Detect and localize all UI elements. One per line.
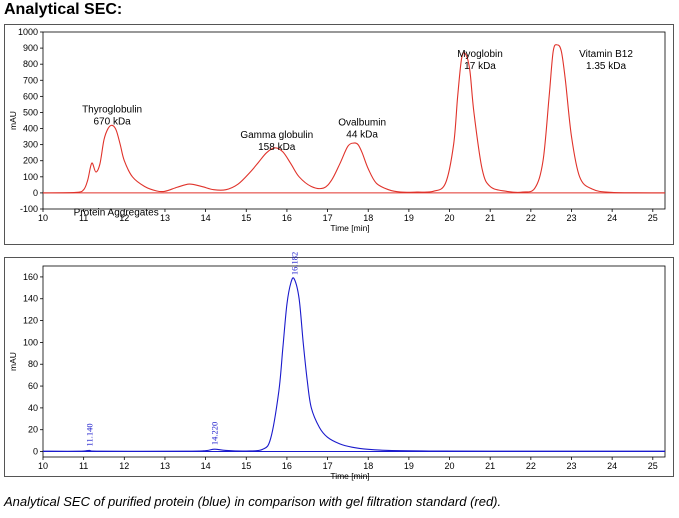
x-tick-label: 21 — [485, 461, 495, 471]
x-tick-label: 18 — [363, 461, 373, 471]
x-tick-label: 19 — [404, 461, 414, 471]
y-tick-label: 120 — [23, 316, 38, 326]
x-tick-label: 17 — [323, 213, 333, 223]
x-tick-label: 21 — [485, 213, 495, 223]
peak-annotation: Myoglobin 17 kDa — [457, 49, 503, 72]
y-tick-label: 100 — [23, 172, 38, 182]
y-tick-label: 40 — [28, 403, 38, 413]
x-tick-label: 24 — [607, 213, 617, 223]
plot-frame — [42, 265, 666, 458]
x-tick-label: 13 — [160, 461, 170, 471]
x-axis-title: Time [min] — [330, 223, 369, 233]
x-tick-label: 10 — [38, 461, 48, 471]
peak-annotation: Ovalbumin 44 kDa — [338, 117, 386, 140]
x-tick-label: 22 — [526, 461, 536, 471]
peak-retention-label: 14.220 — [210, 422, 220, 445]
sample-chromatogram-chart: 0 20 40 60 80 100 120 140 160 10 11 12 13 14 15 16 17 18 1… — [8, 252, 666, 481]
annotation-line: 17 kDa — [464, 61, 496, 72]
x-tick-label: 16 — [282, 461, 292, 471]
x-tick-label: 16 — [282, 213, 292, 223]
y-tick-label: 500 — [23, 107, 38, 117]
figure-caption: Analytical SEC of purified protein (blue… — [4, 494, 502, 509]
x-tick-label: 18 — [363, 213, 373, 223]
x-tick-label: 25 — [648, 213, 658, 223]
annotation-line: 44 kDa — [346, 129, 378, 140]
peak-annotation: Vitamin B12 1.35 kDa — [579, 49, 633, 72]
section-heading: Analytical SEC: — [4, 1, 123, 18]
annotation-line: 1.35 kDa — [586, 61, 626, 72]
x-tick-label: 11 — [79, 461, 88, 471]
annotation-line: Protein Aggregates — [74, 207, 159, 218]
y-tick-label: 20 — [28, 425, 38, 435]
peak-annotation: Protein Aggregates — [74, 207, 159, 218]
y-tick-label: 1000 — [18, 27, 38, 37]
y-tick-label: 0 — [33, 188, 38, 198]
series-line — [42, 277, 666, 452]
y-tick-label: 200 — [23, 156, 38, 166]
y-tick-label: 700 — [23, 75, 38, 85]
annotation-line: Myoglobin — [457, 49, 503, 60]
x-tick-label: 23 — [566, 461, 576, 471]
plot-frame — [42, 31, 666, 210]
x-tick-label: 23 — [566, 213, 576, 223]
x-tick-label: 19 — [404, 213, 414, 223]
peak-retention-label: 16.182 — [289, 252, 299, 275]
y-tick-label: 400 — [23, 124, 38, 134]
y-axis-title: mAU — [8, 352, 18, 371]
annotation-line: Gamma globulin — [240, 130, 313, 141]
x-tick-label: 20 — [445, 213, 455, 223]
y-tick-label: 140 — [23, 294, 38, 304]
series-line — [42, 44, 666, 194]
annotation-line: Ovalbumin — [338, 117, 386, 128]
annotation-line: Thyroglobulin — [82, 104, 142, 115]
annotation-line: 670 kDa — [93, 116, 131, 127]
y-axis-title: mAU — [8, 111, 18, 130]
x-tick-label: 14 — [201, 461, 211, 471]
y-tick-label: 60 — [28, 381, 38, 391]
peak-annotation: Gamma globulin 158 kDa — [240, 130, 313, 153]
standard-chromatogram-panel: -100 0 100 200 300 400 500 600 700 800 900 1000 10 11… — [4, 24, 674, 245]
y-tick-label: 160 — [23, 272, 38, 282]
x-tick-label: 13 — [160, 213, 170, 223]
y-tick-label: -100 — [20, 204, 38, 214]
y-tick-label: 0 — [33, 447, 38, 457]
x-tick-label: 11 — [79, 213, 88, 223]
standard-chromatogram-chart: -100 0 100 200 300 400 500 600 700 800 900 1000 10 11… — [8, 27, 666, 233]
y-tick-label: 900 — [23, 43, 38, 53]
x-tick-label: 12 — [119, 461, 129, 471]
y-tick-label: 100 — [23, 337, 38, 347]
peak-annotation: Thyroglobulin 670 kDa — [82, 104, 142, 127]
y-tick-label: 800 — [23, 59, 38, 69]
annotation-line: Vitamin B12 — [579, 49, 633, 60]
x-tick-label: 24 — [607, 461, 617, 471]
y-tick-label: 600 — [23, 91, 38, 101]
x-tick-label: 12 — [119, 213, 129, 223]
y-tick-label: 300 — [23, 140, 38, 150]
x-tick-label: 17 — [323, 461, 333, 471]
x-tick-label: 25 — [648, 461, 658, 471]
x-tick-label: 22 — [526, 213, 536, 223]
peak-retention-label: 11.140 — [84, 423, 94, 446]
x-tick-label: 14 — [201, 213, 211, 223]
x-axis-title: Time [min] — [330, 471, 369, 481]
x-tick-label: 20 — [445, 461, 455, 471]
sample-chromatogram-panel: 0 20 40 60 80 100 120 140 160 10 11 12 13 14 15 16 17 18 1… — [4, 252, 674, 481]
x-tick-label: 15 — [241, 461, 251, 471]
x-tick-label: 15 — [241, 213, 251, 223]
x-tick-label: 10 — [38, 213, 48, 223]
annotation-line: 158 kDa — [258, 142, 296, 153]
y-tick-label: 80 — [28, 359, 38, 369]
